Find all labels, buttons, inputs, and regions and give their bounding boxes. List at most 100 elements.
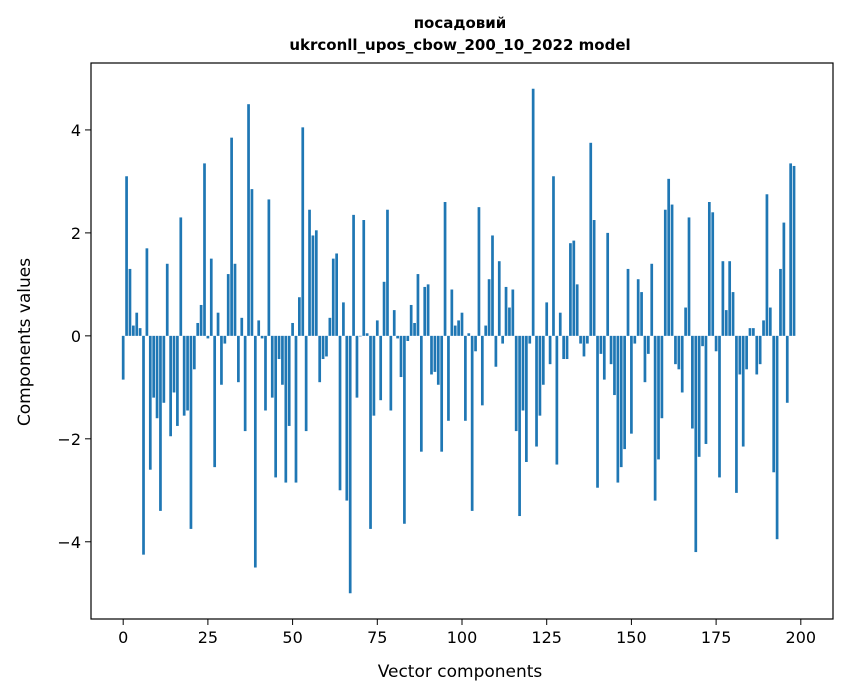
bar	[528, 335, 532, 344]
bar	[674, 335, 677, 365]
bar	[243, 335, 247, 432]
bar	[314, 230, 318, 336]
bar	[616, 335, 620, 483]
bar	[294, 335, 298, 483]
bar	[176, 335, 179, 426]
plot-frame	[90, 62, 834, 620]
bar	[372, 335, 376, 416]
bar	[677, 335, 681, 370]
bar	[342, 302, 345, 336]
bar	[480, 335, 484, 406]
y-axis-ticks: −4 −2 0 2 4	[57, 121, 91, 552]
chart-title: посадовий	[414, 14, 507, 32]
bar	[599, 335, 603, 354]
bar	[247, 104, 250, 336]
y-tick-label: 4	[71, 121, 81, 140]
bar	[748, 328, 752, 336]
bar	[731, 292, 735, 336]
bar	[545, 302, 549, 336]
bar	[718, 335, 721, 478]
bar	[169, 335, 172, 437]
bar	[511, 289, 515, 336]
bar	[335, 253, 338, 336]
bar	[724, 310, 728, 336]
bar	[209, 258, 213, 336]
bar	[206, 335, 210, 339]
bar	[640, 292, 643, 336]
bar	[714, 335, 718, 352]
bar	[399, 335, 403, 378]
bar	[287, 335, 291, 426]
bar	[741, 335, 745, 447]
bar	[220, 335, 223, 385]
bar	[416, 274, 420, 336]
bar	[403, 335, 406, 524]
bar	[643, 335, 647, 383]
bar	[626, 268, 630, 336]
bar	[162, 335, 166, 403]
bar	[440, 335, 444, 452]
bar	[142, 335, 145, 555]
bar	[230, 137, 233, 336]
bar	[355, 335, 359, 398]
bar	[331, 258, 335, 336]
bar	[382, 281, 386, 336]
bar	[453, 325, 457, 336]
y-tick-label: 0	[71, 327, 81, 346]
bar	[582, 335, 586, 357]
bar-series	[121, 88, 796, 594]
bar	[321, 335, 325, 360]
bar	[311, 235, 315, 336]
bar	[477, 207, 481, 336]
bar	[159, 335, 162, 511]
bar	[613, 335, 616, 396]
bar	[464, 335, 467, 421]
bar	[701, 335, 704, 347]
bar	[521, 335, 525, 411]
bar	[619, 335, 623, 468]
bar	[240, 317, 244, 336]
bar	[467, 333, 471, 336]
x-tick-label: 150	[616, 628, 647, 647]
bar	[697, 335, 701, 457]
bar	[457, 320, 460, 336]
bar	[646, 335, 650, 354]
bar	[406, 335, 410, 341]
bar	[687, 217, 691, 336]
bar	[189, 335, 193, 529]
bar	[135, 312, 139, 336]
bar	[304, 335, 308, 432]
bar	[609, 335, 613, 365]
bar	[691, 335, 694, 429]
bar	[301, 127, 305, 336]
bar	[365, 333, 369, 336]
bar	[253, 335, 257, 568]
bar	[650, 263, 654, 336]
bar	[396, 335, 399, 339]
bar	[203, 163, 206, 336]
bar	[765, 194, 769, 336]
bar	[775, 335, 779, 540]
x-tick-label: 100	[447, 628, 478, 647]
y-tick-label: −4	[57, 533, 81, 552]
bar	[148, 335, 152, 470]
bar	[694, 335, 698, 553]
bar	[386, 209, 389, 336]
bar	[704, 335, 708, 444]
bar	[260, 335, 264, 339]
x-tick-label: 175	[701, 628, 732, 647]
bar	[745, 335, 748, 370]
bar	[602, 335, 606, 380]
bar	[653, 335, 657, 501]
bar	[199, 304, 203, 336]
bar	[348, 335, 352, 594]
bar	[447, 335, 450, 421]
bar	[792, 165, 796, 336]
bar	[779, 268, 782, 336]
bar	[257, 320, 261, 336]
bar	[525, 335, 528, 462]
bar	[392, 310, 396, 336]
bar	[670, 204, 674, 336]
bar	[281, 335, 284, 385]
bar	[535, 335, 538, 447]
